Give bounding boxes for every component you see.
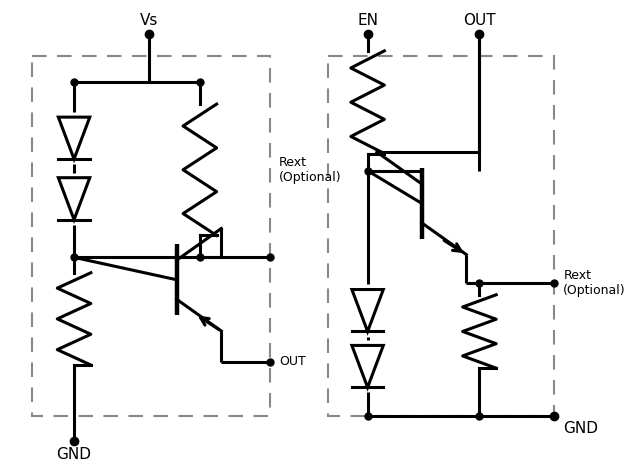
- Text: OUT: OUT: [463, 13, 496, 28]
- Text: GND: GND: [563, 421, 598, 437]
- Text: GND: GND: [56, 446, 91, 462]
- Text: EN: EN: [357, 13, 378, 28]
- Text: OUT: OUT: [279, 355, 306, 368]
- Text: Rext
(Optional): Rext (Optional): [563, 268, 626, 296]
- Text: Rext
(Optional): Rext (Optional): [279, 156, 342, 184]
- Text: Vs: Vs: [139, 13, 158, 28]
